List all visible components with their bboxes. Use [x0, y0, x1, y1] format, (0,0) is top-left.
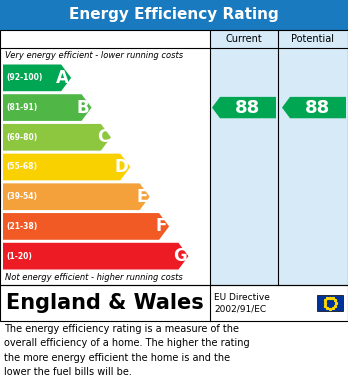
Text: C: C: [97, 128, 109, 146]
Text: Not energy efficient - higher running costs: Not energy efficient - higher running co…: [5, 273, 183, 283]
Text: EU Directive
2002/91/EC: EU Directive 2002/91/EC: [214, 292, 270, 314]
Polygon shape: [282, 97, 346, 118]
Polygon shape: [3, 124, 111, 151]
Text: The energy efficiency rating is a measure of the
overall efficiency of a home. T: The energy efficiency rating is a measur…: [4, 324, 250, 377]
Text: Potential: Potential: [292, 34, 334, 44]
Bar: [210, 30, 348, 285]
Bar: [317, 295, 343, 311]
Text: F: F: [156, 217, 167, 235]
Text: D: D: [114, 158, 128, 176]
Polygon shape: [3, 154, 130, 180]
Text: (81-91): (81-91): [6, 103, 37, 112]
Polygon shape: [3, 243, 188, 269]
Text: E: E: [136, 188, 148, 206]
Bar: [0, 0, 348, 30]
Text: (69-80): (69-80): [6, 133, 37, 142]
Text: Energy Efficiency Rating: Energy Efficiency Rating: [69, 7, 279, 23]
Text: (55-68): (55-68): [6, 163, 37, 172]
Text: England & Wales: England & Wales: [6, 293, 204, 313]
Polygon shape: [3, 65, 71, 91]
Text: (39-54): (39-54): [6, 192, 37, 201]
Text: (21-38): (21-38): [6, 222, 37, 231]
Text: 88: 88: [235, 99, 261, 117]
Polygon shape: [3, 183, 150, 210]
Text: B: B: [77, 99, 89, 117]
Bar: [0, 285, 348, 321]
Text: (1-20): (1-20): [6, 252, 32, 261]
Text: Current: Current: [226, 34, 262, 44]
Polygon shape: [3, 94, 92, 121]
Polygon shape: [3, 213, 169, 240]
Text: Very energy efficient - lower running costs: Very energy efficient - lower running co…: [5, 51, 183, 60]
Text: G: G: [173, 247, 187, 265]
Bar: [0, 30, 348, 285]
Text: (92-100): (92-100): [6, 74, 42, 83]
Polygon shape: [212, 97, 276, 118]
Text: 88: 88: [306, 99, 331, 117]
Text: A: A: [56, 69, 69, 87]
